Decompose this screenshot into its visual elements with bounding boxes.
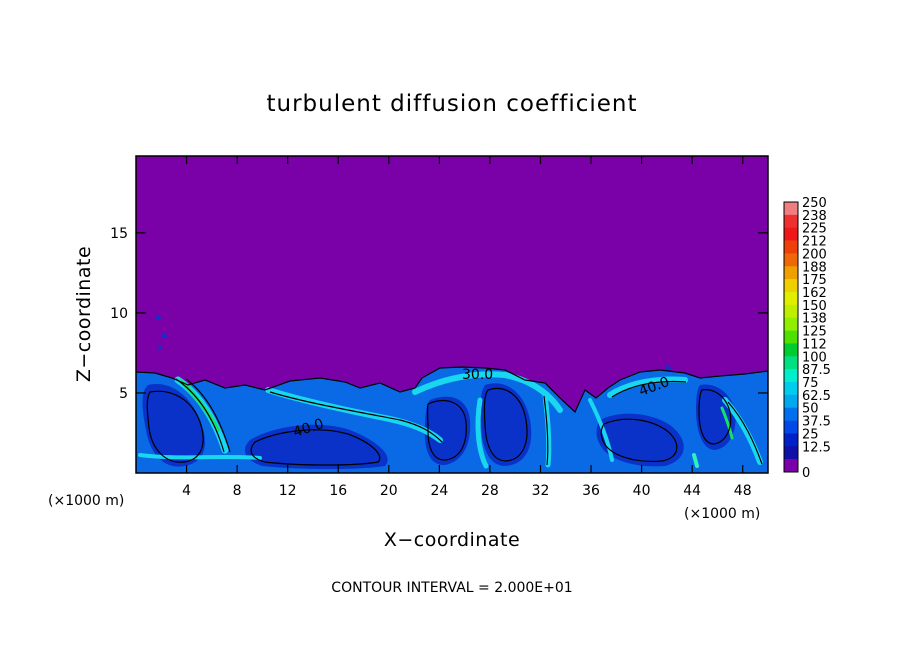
x-tick-label: 24 bbox=[430, 483, 448, 499]
colorbar-label: 200 bbox=[802, 247, 827, 262]
colorbar-swatch bbox=[784, 407, 798, 421]
y-axis-title: Z−coordinate bbox=[73, 246, 95, 382]
colorbar-label: 225 bbox=[802, 222, 827, 237]
colorbar: 2502382252122001881751621501381251121008… bbox=[783, 196, 831, 481]
x-tick-label: 20 bbox=[380, 483, 398, 499]
x-unit-label-left: (×1000 m) bbox=[48, 493, 124, 509]
y-axis: 5 10 15 bbox=[110, 226, 768, 402]
x-tick-label: 4 bbox=[182, 483, 191, 499]
plot-area: 40.0 30.0 40.0 bbox=[136, 156, 768, 473]
colorbar-label: 62.5 bbox=[802, 389, 831, 404]
colorbar-swatch bbox=[784, 304, 798, 319]
y-tick-label: 15 bbox=[110, 226, 128, 242]
colorbar-label: 0 bbox=[802, 466, 810, 481]
colorbar-swatch bbox=[784, 420, 798, 434]
plot-frame bbox=[135, 155, 769, 474]
colorbar-swatch bbox=[784, 433, 798, 447]
colorbar-swatch bbox=[784, 446, 798, 460]
contour-interval-note: CONTOUR INTERVAL = 2.000E+01 bbox=[331, 580, 572, 596]
colorbar-label: 37.5 bbox=[802, 415, 831, 430]
y-tick-label: 5 bbox=[119, 386, 128, 402]
x-tick-label: 8 bbox=[233, 483, 242, 499]
colorbar-label: 150 bbox=[802, 299, 827, 314]
contour-lines bbox=[136, 366, 768, 466]
x-axis: 4 8 12 16 20 24 28 32 36 40 44 48 bbox=[182, 156, 752, 499]
contour-label: 30.0 bbox=[462, 367, 493, 383]
colorbar-swatch bbox=[784, 330, 798, 344]
colorbar-label: 238 bbox=[802, 209, 827, 224]
x-tick-label: 16 bbox=[329, 483, 347, 499]
colorbar-swatch bbox=[784, 394, 798, 409]
colorbar-label: 250 bbox=[802, 196, 827, 211]
colorbar-label: 87.5 bbox=[802, 363, 831, 378]
colorbar-label: 188 bbox=[802, 260, 827, 275]
colorbar-swatch bbox=[784, 369, 798, 383]
colorbar-label: 175 bbox=[802, 273, 827, 288]
colorbar-label: 125 bbox=[802, 325, 827, 340]
colorbar-swatch bbox=[784, 459, 798, 473]
colorbar-label: 212 bbox=[802, 235, 827, 250]
colorbar-swatch bbox=[784, 382, 798, 396]
colorbar-swatch bbox=[784, 214, 798, 229]
colorbar-label: 50 bbox=[802, 402, 819, 417]
x-tick-label: 44 bbox=[683, 483, 701, 499]
colorbar-swatch bbox=[784, 292, 798, 306]
colorbar-label: 25 bbox=[802, 427, 819, 442]
colorbar-label: 162 bbox=[802, 286, 827, 301]
colorbar-swatch bbox=[784, 202, 798, 216]
x-tick-label: 36 bbox=[582, 483, 600, 499]
x-unit-label-right: (×1000 m) bbox=[684, 506, 760, 522]
x-tick-label: 40 bbox=[633, 483, 651, 499]
colorbar-label: 12.5 bbox=[802, 440, 831, 455]
colorbar-swatch bbox=[784, 356, 798, 370]
x-tick-label: 48 bbox=[734, 483, 752, 499]
colorbar-swatch bbox=[784, 317, 798, 331]
colorbar-label: 100 bbox=[802, 350, 827, 365]
colorbar-label: 138 bbox=[802, 312, 827, 327]
colorbar-frame bbox=[783, 201, 799, 473]
colorbar-swatch bbox=[784, 266, 798, 280]
x-tick-label: 12 bbox=[279, 483, 297, 499]
chart-title: turbulent diffusion coefficient bbox=[266, 91, 637, 117]
stray-features bbox=[155, 316, 671, 370]
colorbar-swatch bbox=[784, 279, 798, 293]
x-tick-label: 28 bbox=[481, 483, 499, 499]
x-tick-label: 32 bbox=[532, 483, 550, 499]
colorbar-swatch bbox=[784, 240, 798, 254]
x-axis-title: X−coordinate bbox=[384, 529, 520, 551]
y-tick-label: 10 bbox=[110, 306, 128, 322]
colorbar-swatch bbox=[784, 253, 798, 267]
colorbar-swatch bbox=[784, 227, 798, 241]
colorbar-swatch bbox=[784, 343, 798, 357]
colorbar-label: 75 bbox=[802, 376, 819, 391]
colorbar-label: 112 bbox=[802, 337, 827, 352]
